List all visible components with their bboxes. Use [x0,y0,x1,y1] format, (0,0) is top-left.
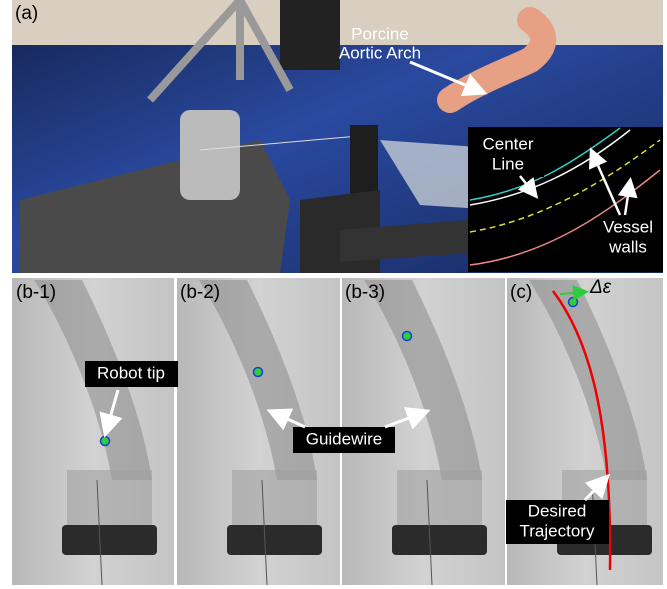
robot-tip [569,298,578,307]
vessel-lower [232,470,317,530]
panel-label: (b-1) [16,282,56,303]
annotation: Guidewire [306,429,383,448]
annotation-line: Center [482,134,533,153]
annotation: Robot tip [97,363,165,382]
page: (a) Porcine Aortic Arch Center Line Vess… [0,0,667,589]
radiopaque-block [392,525,487,555]
radiopaque-block [62,525,157,555]
panel-label: (b-3) [345,282,385,303]
panel-label: (b-2) [180,282,220,303]
vessel-lower [397,470,482,530]
figure: (a) Porcine Aortic Arch Center Line Vess… [0,0,667,589]
annotation-line: Aortic Arch [339,43,421,62]
annotation-line: Line [492,154,524,173]
panel-label: (a) [15,3,38,24]
radiopaque-block [227,525,322,555]
robot-tip [403,332,412,341]
annotation: Δε [589,277,612,298]
panel-label: (c) [510,282,532,303]
annotation-line: Trajectory [520,521,595,540]
vessel-lower [67,470,152,530]
annotation-line: walls [608,237,647,256]
annotation-line: Desired [528,501,587,520]
annotation-line: Porcine [351,24,409,43]
annotation-line: Vessel [603,217,653,236]
robot-tip [101,437,110,446]
robot-tip [254,368,263,377]
